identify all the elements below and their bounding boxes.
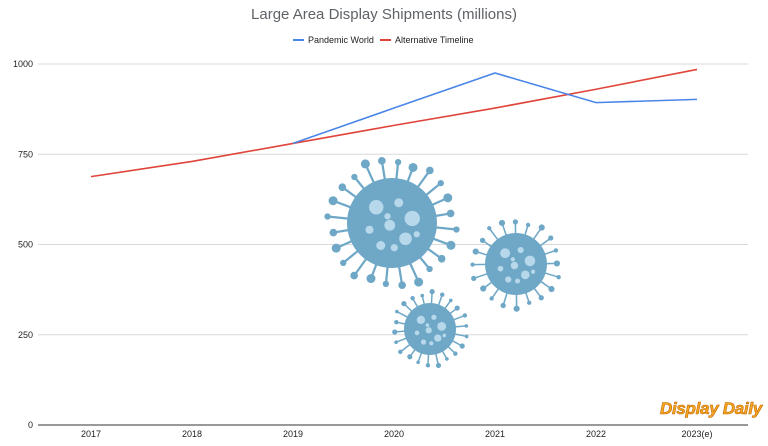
x-tick-label: 2019 — [283, 429, 303, 439]
x-tick-label: 2017 — [81, 429, 101, 439]
legend-item: Alternative Timeline — [380, 35, 474, 45]
x-tick-label: 2022 — [586, 429, 606, 439]
virus-icon — [470, 219, 561, 312]
y-tick-label: 750 — [18, 149, 33, 159]
x-tick-label: 2021 — [485, 429, 505, 439]
x-tick-label: 2020 — [384, 429, 404, 439]
virus-illustration — [324, 156, 561, 369]
legend-label: Pandemic World — [308, 35, 374, 45]
series-line — [292, 72, 698, 145]
virus-icon — [324, 156, 460, 290]
legend-label: Alternative Timeline — [395, 35, 474, 45]
y-axis-ticks: 0 250 500 750 1000 — [13, 59, 33, 430]
y-tick-label: 500 — [18, 240, 33, 250]
x-axis-ticks: 2017 2018 2019 2020 2021 2022 2023(e) — [81, 429, 713, 439]
virus-icon — [392, 289, 469, 369]
legend: Pandemic World Alternative Timeline — [293, 35, 474, 45]
series-layer — [90, 68, 698, 178]
y-tick-label: 1000 — [13, 59, 33, 69]
chart-title: Large Area Display Shipments (millions) — [251, 6, 517, 23]
x-tick-label: 2023(e) — [681, 429, 712, 439]
y-tick-label: 250 — [18, 330, 33, 340]
legend-item: Pandemic World — [293, 35, 374, 45]
series-line — [90, 68, 698, 178]
y-tick-label: 0 — [28, 420, 33, 430]
x-tick-label: 2018 — [182, 429, 202, 439]
watermark-logo: Display Daily — [660, 399, 764, 418]
